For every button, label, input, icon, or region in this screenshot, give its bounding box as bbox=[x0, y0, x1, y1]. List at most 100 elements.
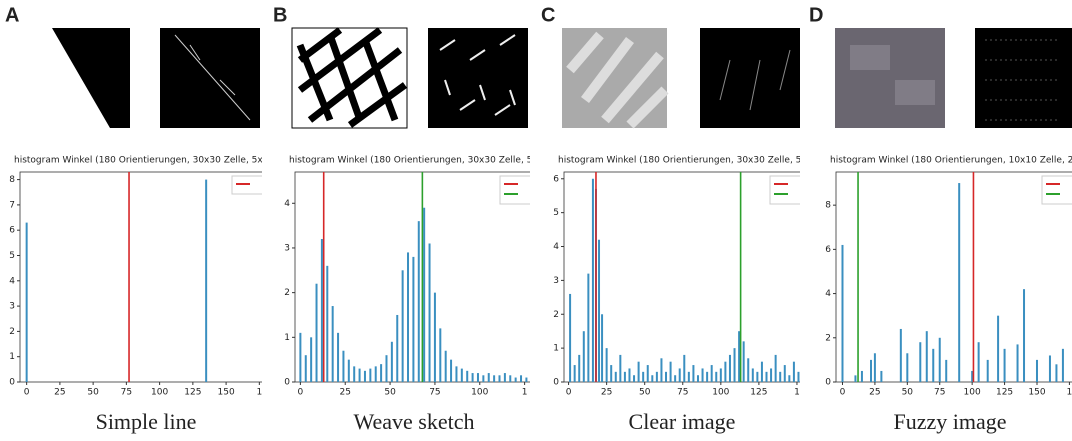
image bbox=[52, 28, 130, 128]
bar bbox=[660, 358, 663, 382]
bar bbox=[525, 377, 528, 382]
x-tick-label: 50 bbox=[639, 388, 651, 398]
y-tick-label: 2 bbox=[284, 288, 290, 298]
bar bbox=[728, 354, 731, 382]
bar bbox=[326, 265, 329, 382]
bar bbox=[880, 370, 883, 382]
x-tick-label: 75 bbox=[429, 388, 440, 398]
x-tick-label: 1 bbox=[256, 388, 262, 398]
bar bbox=[25, 222, 28, 382]
x-tick-label: 125 bbox=[184, 388, 201, 398]
plot-frame bbox=[835, 171, 1072, 383]
x-tick-label: 50 bbox=[87, 388, 99, 398]
bar bbox=[623, 371, 626, 382]
bar bbox=[337, 332, 340, 382]
bar bbox=[678, 368, 681, 382]
x-tick-label: 75 bbox=[121, 388, 132, 398]
bar bbox=[646, 365, 649, 382]
image bbox=[700, 28, 800, 128]
bar bbox=[669, 361, 672, 382]
bar bbox=[476, 373, 479, 382]
bar bbox=[412, 256, 415, 382]
bar bbox=[299, 332, 302, 382]
bar bbox=[783, 365, 786, 382]
bar bbox=[651, 375, 654, 382]
bar bbox=[385, 355, 388, 382]
bar bbox=[971, 370, 974, 382]
bar bbox=[1035, 359, 1038, 382]
bar bbox=[396, 314, 399, 382]
bar bbox=[1016, 344, 1019, 382]
bar bbox=[945, 359, 948, 382]
bar bbox=[369, 368, 372, 382]
y-tick-label: 0 bbox=[9, 378, 15, 388]
bar bbox=[601, 314, 604, 382]
chart-title: histogram Winkel (180 Orientierungen, 30… bbox=[289, 156, 543, 166]
bar bbox=[674, 375, 677, 382]
bar bbox=[724, 361, 727, 382]
caption: Weave sketch bbox=[354, 409, 475, 434]
bar bbox=[460, 368, 463, 382]
bar bbox=[509, 375, 512, 382]
bar bbox=[906, 353, 909, 382]
x-tick-label: 50 bbox=[902, 388, 914, 398]
y-tick-label: 6 bbox=[825, 245, 831, 255]
x-tick-label: 1 bbox=[794, 388, 800, 398]
bar bbox=[619, 354, 622, 382]
bar bbox=[304, 355, 307, 382]
bar bbox=[520, 375, 523, 382]
x-tick-label: 1 bbox=[1067, 388, 1072, 398]
x-tick-label: 100 bbox=[151, 388, 168, 398]
bar bbox=[687, 371, 690, 382]
bar bbox=[802, 368, 804, 382]
x-tick-label: 125 bbox=[996, 388, 1013, 398]
panel-letter: B bbox=[273, 4, 287, 26]
bar bbox=[807, 358, 809, 382]
bar bbox=[569, 293, 572, 382]
bar bbox=[423, 207, 426, 382]
bar bbox=[578, 354, 581, 382]
bar bbox=[514, 377, 517, 382]
plot-frame bbox=[563, 171, 800, 383]
chart: histogram Winkel (180 Orientierungen, 10… bbox=[825, 156, 1072, 398]
bar bbox=[1003, 348, 1006, 382]
bar bbox=[977, 342, 980, 382]
bar bbox=[205, 179, 208, 382]
chart: histogram Winkel (180 Orientierungen, 30… bbox=[9, 156, 262, 398]
bar bbox=[811, 372, 813, 382]
bar bbox=[701, 368, 704, 382]
bar bbox=[353, 366, 356, 382]
bar bbox=[471, 373, 474, 382]
bar bbox=[747, 358, 750, 382]
bar bbox=[358, 368, 361, 382]
y-tick-label: 3 bbox=[553, 276, 559, 286]
bar bbox=[873, 353, 876, 382]
x-tick-label: 0 bbox=[840, 388, 846, 398]
bar bbox=[498, 375, 501, 382]
x-tick-label: 25 bbox=[54, 388, 65, 398]
caption: Fuzzy image bbox=[893, 409, 1006, 434]
bar bbox=[919, 342, 922, 382]
bar bbox=[320, 239, 323, 382]
bar bbox=[374, 366, 377, 382]
bar bbox=[986, 359, 989, 382]
bar bbox=[655, 371, 658, 382]
y-tick-label: 3 bbox=[9, 302, 15, 312]
bar bbox=[455, 366, 458, 382]
bar bbox=[779, 371, 782, 382]
x-tick-label: 0 bbox=[24, 388, 30, 398]
y-tick-label: 1 bbox=[284, 333, 290, 343]
bar bbox=[925, 331, 928, 382]
bar bbox=[715, 371, 718, 382]
caption: Clear image bbox=[629, 409, 736, 434]
legend bbox=[769, 175, 800, 205]
y-tick-label: 0 bbox=[553, 378, 559, 388]
y-tick-label: 0 bbox=[284, 378, 290, 388]
bar bbox=[958, 183, 961, 382]
bar bbox=[683, 354, 686, 382]
bar bbox=[642, 371, 645, 382]
bar bbox=[407, 252, 410, 382]
chart-title: histogram Winkel (180 Orientierungen, 30… bbox=[558, 156, 812, 166]
y-tick-label: 5 bbox=[553, 208, 559, 218]
